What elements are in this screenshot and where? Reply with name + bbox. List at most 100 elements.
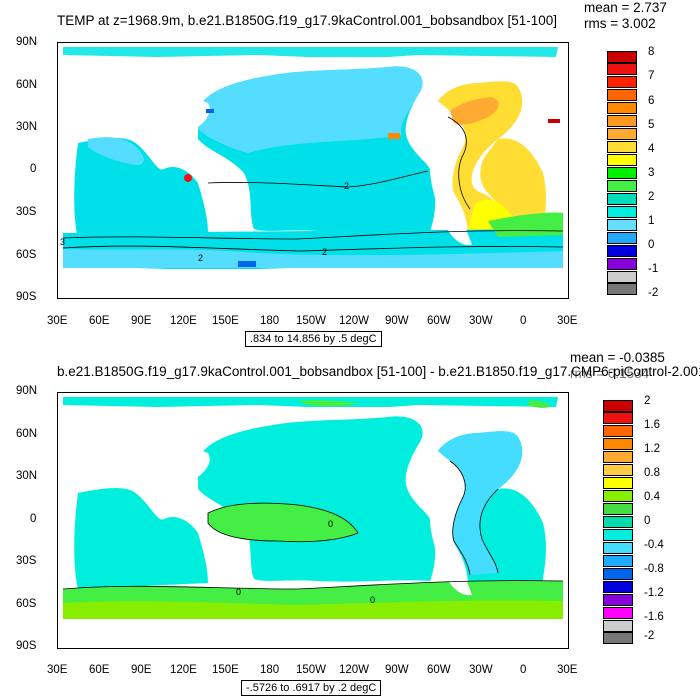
colorbar-label: 3: [648, 167, 655, 179]
southern-yellow: [63, 600, 563, 619]
arctic-green-spot-2: [528, 400, 550, 408]
hotspot-blue: [206, 109, 214, 113]
lon-label: 150W: [296, 664, 327, 676]
contour-line-atlantic-2: [479, 488, 499, 574]
hotspot-orange: [388, 133, 400, 139]
contour-range-label: .834 to 14.856 by .5 degC: [245, 331, 382, 347]
contour-label: 2: [344, 181, 349, 191]
lon-label: 60E: [89, 664, 110, 676]
lat-label: 60S: [16, 249, 37, 261]
land-south-america: [430, 169, 472, 246]
contour-line-southern: [62, 580, 564, 590]
lon-label: 30E: [557, 315, 578, 327]
lon-label: 150E: [212, 664, 239, 676]
lon-label: 120W: [339, 315, 370, 327]
indian-light: [88, 137, 144, 165]
contour-label: 0: [370, 595, 375, 605]
lat-label: 90N: [16, 36, 38, 48]
pacific-light: [198, 66, 423, 153]
contour-line-atlantic: [449, 460, 471, 576]
lon-label: 0: [520, 315, 527, 327]
land-antarctica: [58, 619, 568, 648]
rms-value: rms = 3.002: [584, 16, 656, 31]
hotspot-red-west: [184, 174, 192, 182]
colorbar: [607, 51, 637, 286]
contour-line-0: [207, 502, 359, 543]
colorbar-label: 4: [648, 143, 655, 155]
contour-label: 3: [60, 237, 65, 247]
lon-label: 120W: [339, 664, 370, 676]
lat-label: 0: [30, 163, 37, 175]
indian-ocean: [74, 138, 208, 239]
land-north-america: [258, 407, 409, 418]
colorbar-label: 6: [648, 95, 655, 107]
land-australia: [205, 538, 246, 577]
lon-label: 30W: [469, 315, 493, 327]
colorbar-label: -2: [644, 630, 655, 642]
lon-label: 60W: [427, 664, 451, 676]
lat-label: 0: [30, 513, 37, 525]
contour-label: 2: [198, 253, 203, 263]
lon-label: 120E: [170, 664, 197, 676]
lat-label: 60N: [16, 79, 38, 91]
lat-label: 60S: [16, 598, 37, 610]
mean-value: mean = 2.737: [584, 0, 667, 15]
contour-label: 0: [236, 587, 241, 597]
lat-label: 90S: [16, 291, 37, 303]
colorbar-label: 1: [648, 215, 655, 227]
land-north-america: [258, 57, 409, 68]
colorbar-label: 1.2: [644, 443, 660, 455]
lon-label: 60E: [89, 315, 110, 327]
hotspot-blue-south: [238, 261, 256, 267]
lat-label: 90S: [16, 640, 37, 652]
lon-label: 150E: [212, 315, 239, 327]
land-australia: [205, 188, 246, 227]
colorbar: [603, 400, 633, 635]
colorbar-label: -1: [648, 263, 659, 275]
southern-light: [63, 249, 563, 268]
hotspot-red-east: [548, 119, 560, 123]
mean-value: mean = -0.0385: [570, 350, 665, 365]
colorbar-label: -0.8: [644, 563, 664, 575]
land-antarctica: [58, 269, 568, 298]
lon-label: 180: [260, 664, 280, 676]
atlantic-cyan: [438, 431, 523, 575]
colorbar-label: 7: [648, 70, 655, 82]
contour-line-southern-2: [62, 230, 564, 240]
lon-label: 150W: [296, 315, 327, 327]
atlantic-south: [480, 138, 546, 235]
lon-label: 30E: [47, 664, 68, 676]
lon-label: 90E: [131, 664, 152, 676]
lat-label: 30N: [16, 121, 38, 133]
lon-label: 90W: [385, 664, 409, 676]
arctic-green-spot: [298, 400, 358, 407]
lon-label: 120E: [170, 315, 197, 327]
lon-label: 180: [260, 315, 280, 327]
colorbar-label: -0.4: [644, 539, 664, 551]
indian-ocean: [74, 488, 208, 589]
contour-line-southern: [62, 245, 564, 252]
lat-label: 60N: [16, 428, 38, 440]
colorbar-label: 2: [648, 191, 655, 203]
contour-label: 2: [322, 247, 327, 257]
colorbar-label: -2: [648, 287, 659, 299]
contour-line-2: [207, 170, 429, 188]
temperature-map: 2 2 2 3: [58, 47, 568, 298]
colorbar-label: -1.6: [644, 611, 664, 623]
lon-label: 90W: [385, 315, 409, 327]
colorbar-label: 8: [648, 46, 655, 58]
lat-label: 30N: [16, 470, 38, 482]
colorbar-label: -1.2: [644, 587, 664, 599]
colorbar-label: 5: [648, 119, 655, 131]
atlantic-dark-north: [450, 97, 499, 125]
lat-label: 30S: [16, 206, 37, 218]
land-south-america: [430, 519, 472, 596]
lon-label: 30E: [557, 664, 578, 676]
rms-value: rms = 0.1534: [570, 366, 650, 381]
map-plot-area: 2 2 2 3: [57, 42, 569, 299]
colorbar-label: 0: [648, 239, 655, 251]
colorbar-label: 0.8: [644, 467, 660, 479]
colorbar-label: 0.4: [644, 491, 660, 503]
difference-map: 0 0 0: [58, 397, 568, 648]
lon-label: 30W: [469, 664, 493, 676]
